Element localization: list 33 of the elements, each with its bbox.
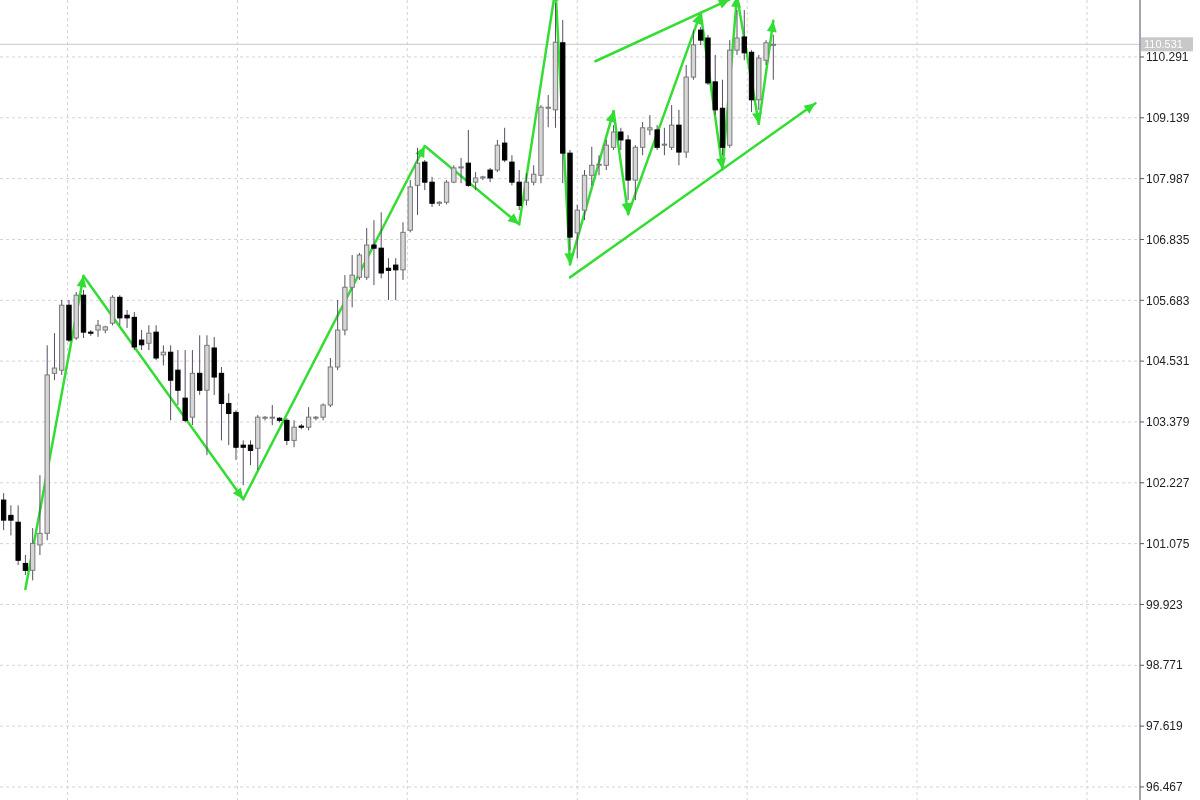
y-tick-label: 96.467 xyxy=(1146,780,1184,795)
y-tick-label: 107.987 xyxy=(1146,171,1190,186)
candlestick xyxy=(610,124,617,151)
y-tick-label: 109.139 xyxy=(1146,111,1190,126)
y-tick-label: 102.227 xyxy=(1146,476,1190,490)
candlestick xyxy=(8,504,14,536)
candlestick xyxy=(465,129,472,188)
candlestick xyxy=(501,127,508,163)
candlestick xyxy=(741,9,747,61)
candlestick xyxy=(639,121,646,156)
y-tick-label: 98.771 xyxy=(1146,658,1184,673)
candlestick xyxy=(356,252,363,281)
y-tick-label: 104.531 xyxy=(1146,354,1190,369)
candlestick xyxy=(393,257,399,301)
candlestick xyxy=(175,349,181,406)
candlestick xyxy=(284,417,290,446)
y-tick-label: 110.291 xyxy=(1146,50,1189,65)
candlestick xyxy=(146,324,152,351)
candlestick xyxy=(0,492,7,531)
candlestick xyxy=(661,127,668,156)
candlestick xyxy=(138,329,145,351)
candlestick xyxy=(654,124,660,151)
y-tick-label: 105.683 xyxy=(1146,293,1190,308)
y-tick-label: 103.379 xyxy=(1146,415,1190,430)
candlestick xyxy=(182,349,188,423)
y-tick-label: 106.835 xyxy=(1146,232,1190,247)
candlestick xyxy=(22,554,29,576)
candlestick xyxy=(385,257,392,301)
y-tick-label: 97.619 xyxy=(1146,719,1184,734)
y-tick-label: 99.923 xyxy=(1146,597,1184,612)
candlestick xyxy=(197,334,203,396)
y-tick-label: 101.075 xyxy=(1146,536,1190,551)
candlestick xyxy=(247,439,254,466)
